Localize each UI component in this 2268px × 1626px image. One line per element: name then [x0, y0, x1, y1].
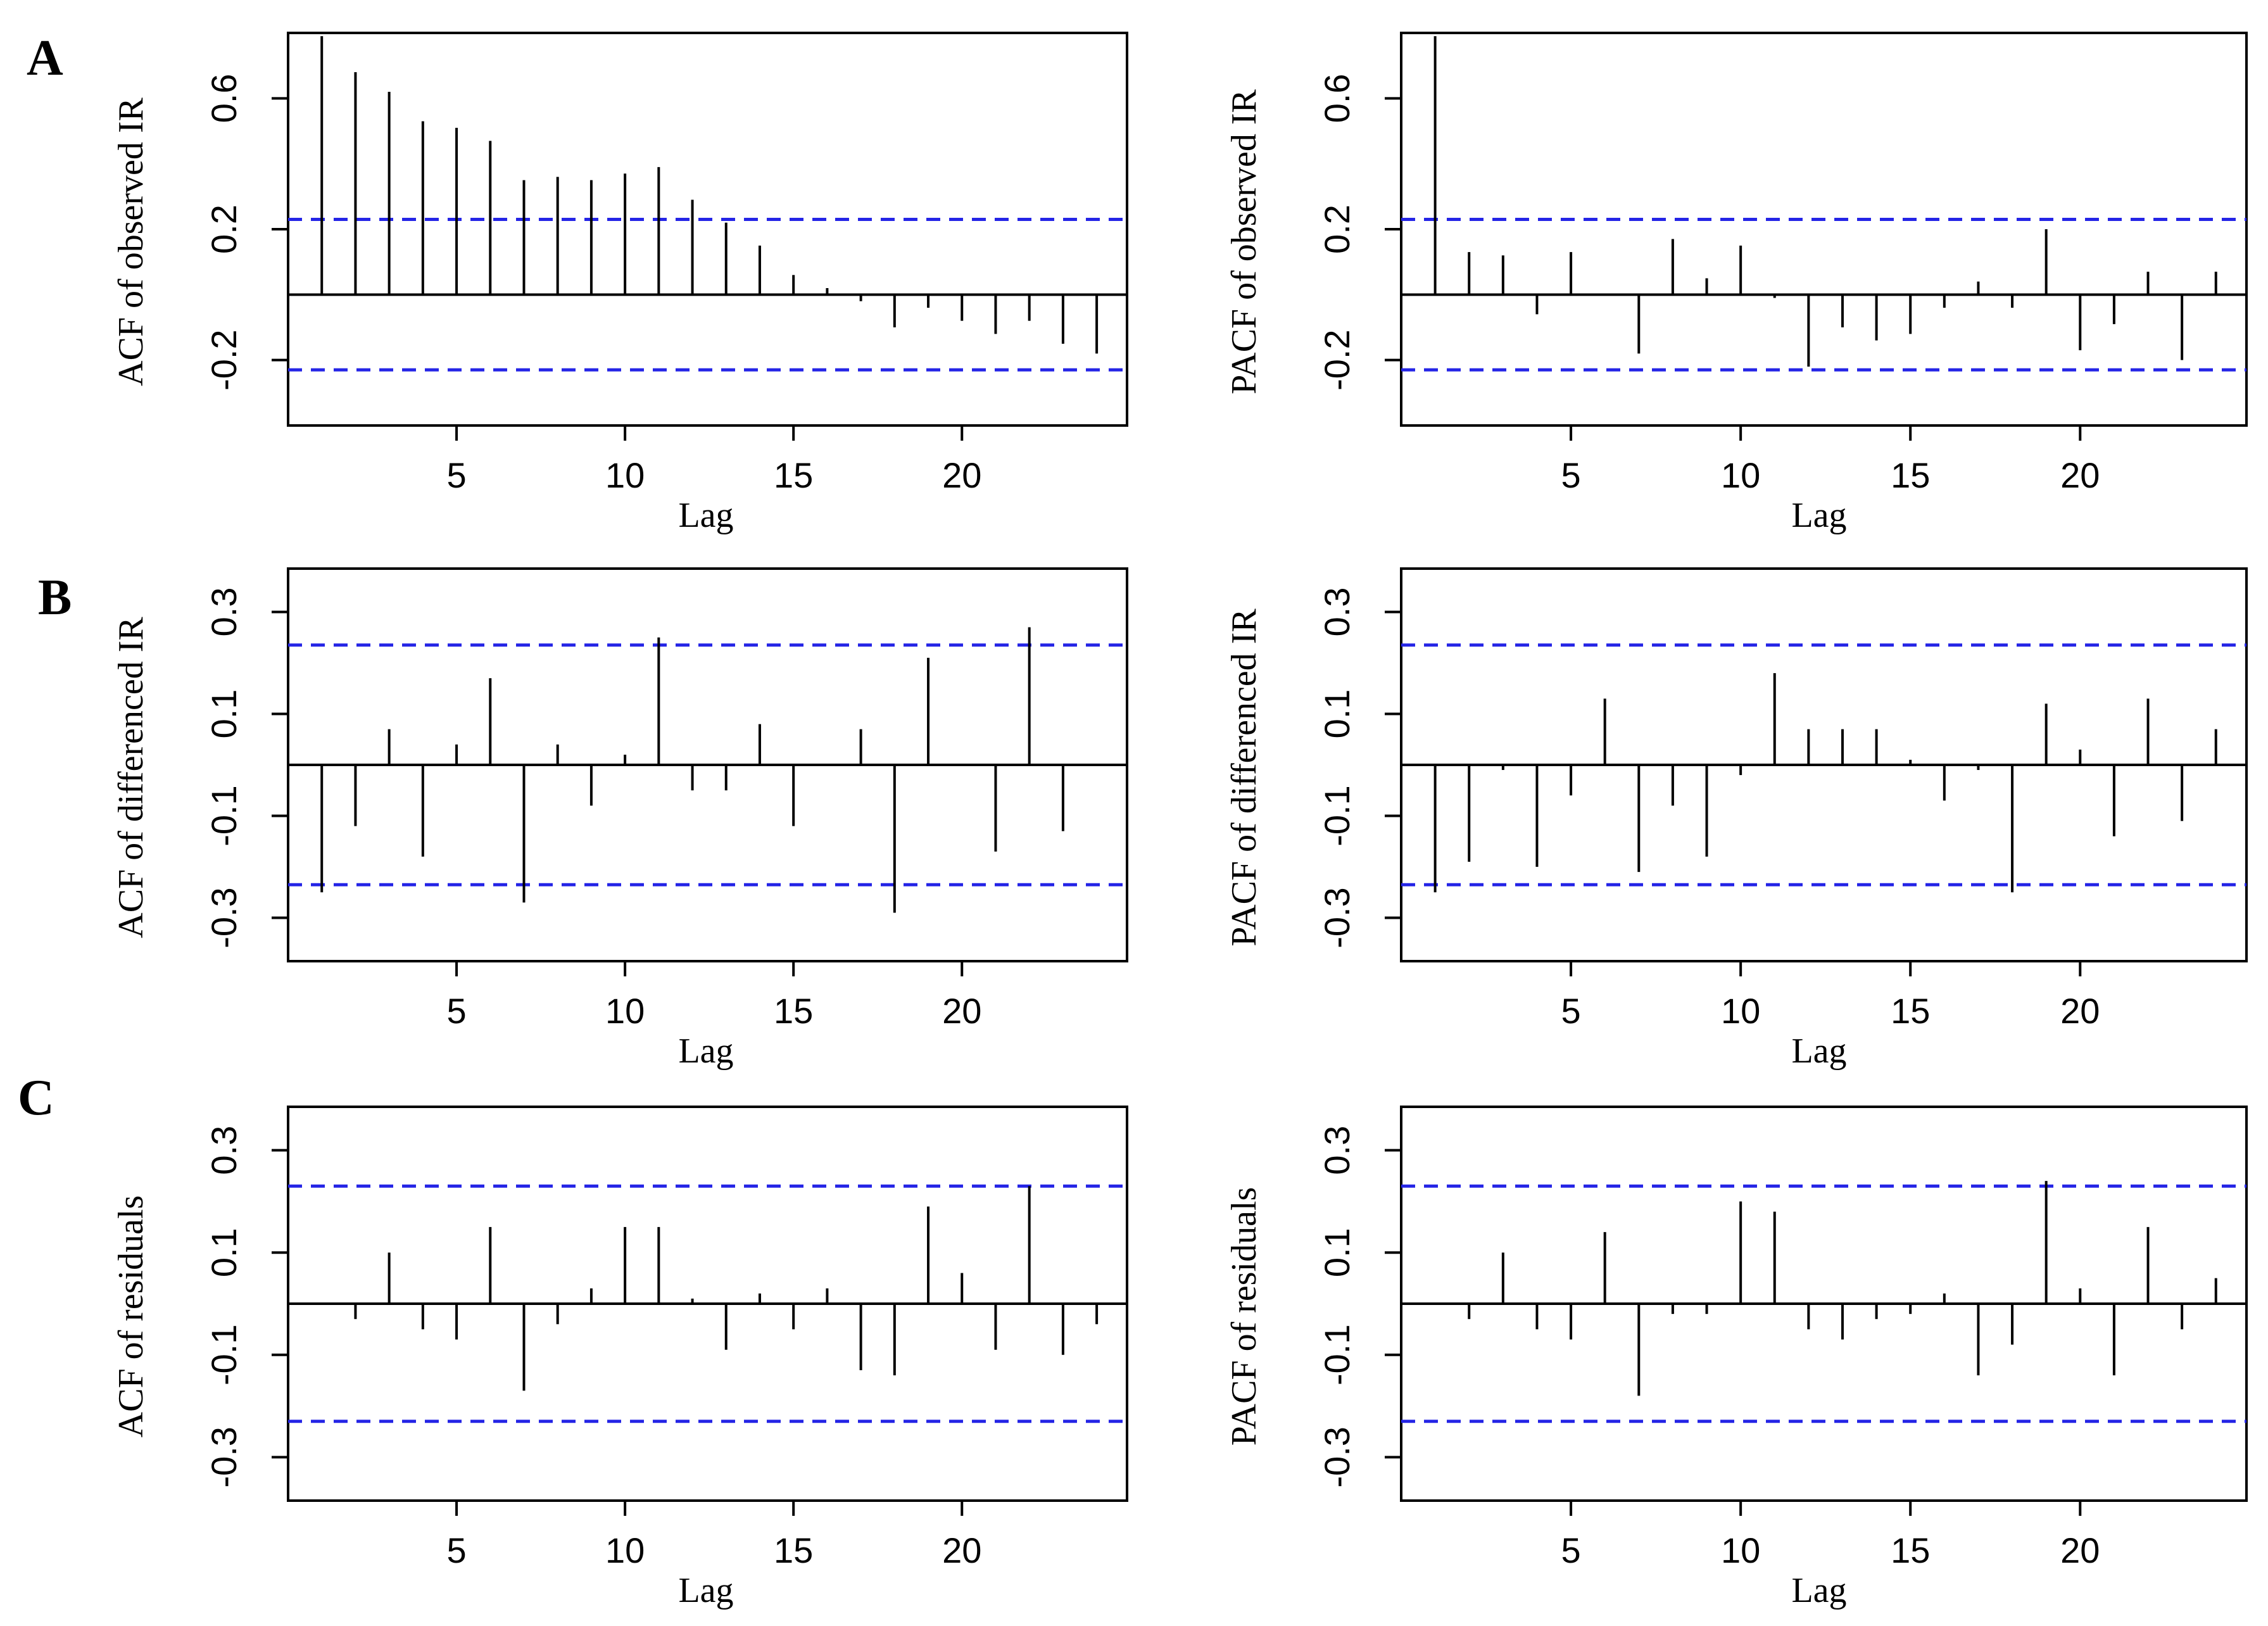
- panel-letter: B: [38, 570, 72, 626]
- y-tick-label: -0.3: [204, 887, 244, 949]
- x-axis-label: Lag: [1791, 496, 1846, 535]
- x-axis-label: Lag: [1791, 1571, 1846, 1610]
- y-tick-label: -0.3: [1317, 887, 1357, 949]
- x-tick-label: 20: [2060, 1530, 2100, 1570]
- x-tick-label: 15: [1891, 991, 1930, 1031]
- y-axis-label: ACF of residuals: [111, 1195, 151, 1438]
- x-tick-label: 20: [942, 455, 981, 495]
- y-axis-label: PACF of differenced IR: [1225, 608, 1264, 947]
- x-tick-label: 5: [1561, 991, 1580, 1031]
- y-tick-label: 0.6: [1317, 73, 1357, 123]
- x-tick-label: 10: [1721, 1530, 1760, 1570]
- chart-panel-5: C -0.3 -0.1 0.1 0.3 5 10 15 20 Lag ACF of residual…: [18, 1070, 1128, 1610]
- y-tick-label: 0.3: [204, 1126, 244, 1175]
- y-tick-label: 0.3: [1317, 1126, 1357, 1175]
- x-axis-label: Lag: [1791, 1031, 1846, 1071]
- x-tick-label: 20: [2060, 991, 2100, 1031]
- y-tick-label: -0.1: [204, 785, 244, 847]
- y-tick-label: 0.2: [204, 205, 244, 254]
- x-tick-label: 5: [446, 455, 466, 495]
- y-tick-label: -0.2: [204, 329, 244, 391]
- x-tick-label: 15: [1891, 1530, 1930, 1570]
- plot-frame: [287, 32, 1128, 427]
- y-tick-label: -0.3: [204, 1427, 244, 1488]
- x-tick-label: 15: [1891, 455, 1930, 495]
- y-tick-label: -0.1: [204, 1325, 244, 1386]
- y-tick-label: 0.1: [204, 1228, 244, 1277]
- x-tick-label: 15: [774, 455, 813, 495]
- y-tick-label: 0.3: [204, 588, 244, 637]
- x-axis-label: Lag: [678, 1031, 733, 1071]
- x-tick-label: 15: [774, 991, 813, 1031]
- chart-panel-6: -0.3 -0.1 0.1 0.3 5 10 15 20 Lag PACF of residual…: [1225, 1106, 2248, 1610]
- x-tick-label: 10: [605, 455, 645, 495]
- panel-letter: C: [18, 1070, 54, 1126]
- x-tick-label: 10: [1721, 991, 1760, 1031]
- x-axis-label: Lag: [678, 496, 733, 535]
- x-tick-label: 5: [1561, 455, 1580, 495]
- x-tick-label: 10: [1721, 455, 1760, 495]
- y-tick-label: 0.2: [1317, 205, 1357, 254]
- y-axis-label: PACF of observed IR: [1225, 89, 1264, 394]
- x-tick-label: 10: [605, 1530, 645, 1570]
- chart-panel-4: -0.3 -0.1 0.1 0.3 5 10 15 20 Lag PACF of differen…: [1225, 567, 2248, 1071]
- y-axis-label: PACF of residuals: [1225, 1187, 1264, 1446]
- y-tick-label: 0.6: [204, 73, 244, 123]
- y-tick-label: 0.1: [1317, 690, 1357, 739]
- y-tick-label: 0.1: [204, 690, 244, 739]
- panel-letter: A: [27, 30, 63, 86]
- x-tick-label: 10: [605, 991, 645, 1031]
- x-tick-label: 20: [942, 1530, 981, 1570]
- y-tick-label: -0.1: [1317, 785, 1357, 847]
- y-tick-label: -0.1: [1317, 1325, 1357, 1386]
- y-axis-label: ACF of observed IR: [111, 97, 151, 386]
- y-tick-label: 0.3: [1317, 588, 1357, 637]
- x-axis-label: Lag: [678, 1571, 733, 1610]
- y-tick-label: -0.2: [1317, 329, 1357, 391]
- x-tick-label: 5: [446, 1530, 466, 1570]
- plot-frame: [1400, 32, 2248, 427]
- y-tick-label: 0.1: [1317, 1228, 1357, 1277]
- x-tick-label: 5: [1561, 1530, 1580, 1570]
- x-tick-label: 5: [446, 991, 466, 1031]
- x-tick-label: 15: [774, 1530, 813, 1570]
- chart-panel-2: -0.2 0.2 0.6 5 10 15 20 Lag PACF of observed IR: [1225, 32, 2248, 535]
- chart-panel-3: B -0.3 -0.1 0.1 0.3 5 10 15 20 Lag ACF of differen…: [38, 567, 1128, 1071]
- x-tick-label: 20: [2060, 455, 2100, 495]
- chart-panel-1: A -0.2 0.2 0.6 5 10 15 20 Lag ACF of observed IR: [27, 30, 1128, 535]
- y-axis-label: ACF of differenced IR: [111, 617, 151, 938]
- x-tick-label: 20: [942, 991, 981, 1031]
- y-tick-label: -0.3: [1317, 1427, 1357, 1488]
